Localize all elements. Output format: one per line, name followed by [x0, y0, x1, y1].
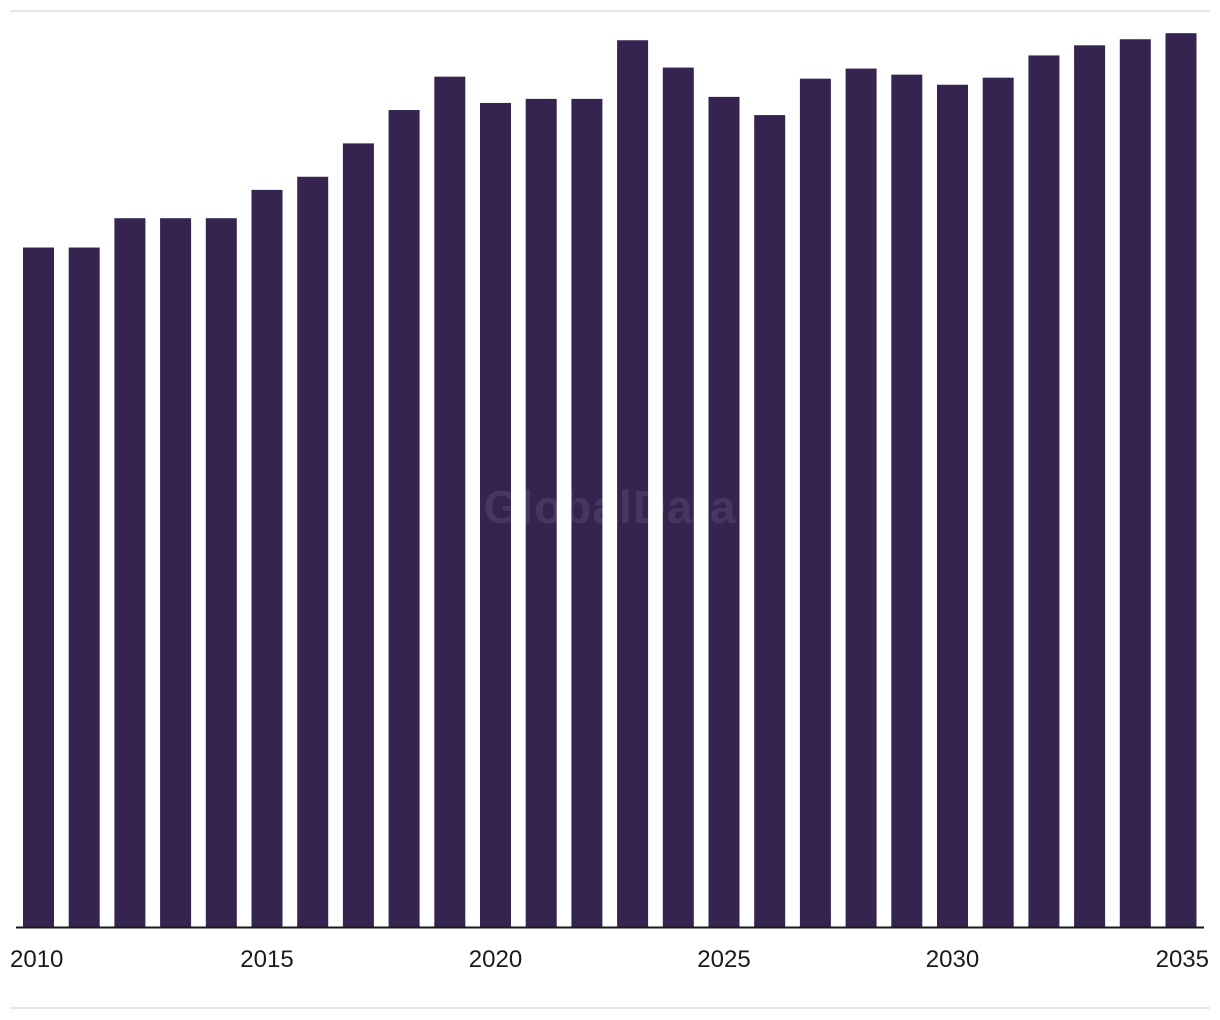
bar-2014	[205, 218, 237, 927]
x-tick-label-2020: 2020	[469, 946, 522, 973]
bar-2030	[937, 84, 968, 928]
bar-2019	[434, 76, 466, 927]
x-tick-label-2025: 2025	[697, 946, 750, 973]
bar-2025	[708, 96, 740, 927]
x-tick-label-2035: 2035	[1156, 946, 1209, 973]
bottom-divider	[10, 1007, 1210, 1009]
bar-2027	[799, 78, 831, 928]
bar-2028	[845, 68, 877, 927]
bar-2017	[342, 143, 374, 927]
x-tick-label-2010: 2010	[10, 946, 63, 973]
bar-2011	[68, 247, 100, 927]
bar-2018	[388, 110, 420, 927]
x-tick-label-2030: 2030	[926, 946, 979, 973]
bar-2016	[297, 176, 329, 927]
x-tick-label-2015: 2015	[240, 946, 293, 973]
bar-2024	[662, 67, 694, 927]
bar-2029	[891, 74, 923, 927]
bar-2026	[754, 115, 786, 927]
bar-2023	[617, 40, 649, 927]
bar-2035	[1165, 33, 1197, 928]
bar-2020	[480, 102, 511, 927]
bar-2021	[525, 98, 557, 927]
x-tick-labels: 2010 2015 2020 2025 2030 2035	[10, 946, 1209, 973]
bar-2013	[160, 218, 192, 927]
bar-2022	[571, 98, 603, 927]
bar-2010	[23, 247, 54, 927]
bar-2034	[1119, 39, 1151, 928]
bar-2031	[982, 77, 1014, 928]
bar-2012	[114, 218, 146, 927]
bars-group	[23, 33, 1197, 928]
bar-2033	[1074, 45, 1106, 928]
bar-2015	[251, 189, 283, 927]
top-divider	[10, 10, 1210, 12]
bar-2032	[1028, 55, 1060, 928]
